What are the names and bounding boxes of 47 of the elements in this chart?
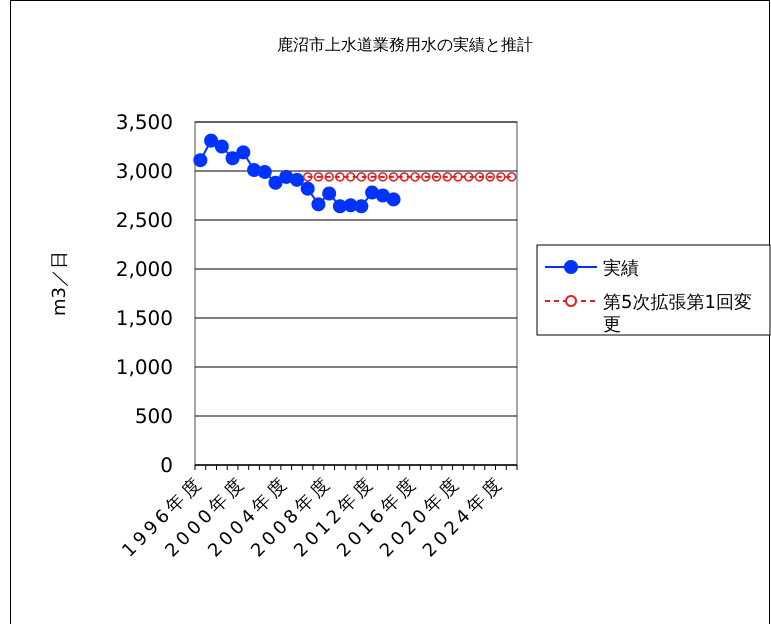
point [214,140,229,154]
point [485,172,495,182]
point [236,145,250,160]
point [314,172,324,182]
y-axis-title: m3／日 [49,251,70,316]
point [506,172,516,182]
point [335,172,345,182]
point [354,199,368,214]
point [400,172,410,182]
point [378,172,388,182]
legend-label: 実績 [603,258,639,279]
y-tick-label: 3,500 [116,110,173,134]
y-tick-label: 500 [134,404,173,428]
legend-label: 第5次拡張第1回変更 [603,292,752,335]
point [290,172,304,187]
point [442,172,452,182]
y-tick-label: 0 [160,453,173,477]
point [496,172,506,182]
y-tick-label: 2,000 [116,257,173,281]
point [204,134,218,148]
point [322,186,336,201]
point [388,172,398,182]
point [386,192,401,206]
point [268,176,282,190]
point [346,172,356,182]
point [356,172,366,182]
point [258,164,272,179]
point [324,172,334,182]
point [432,172,442,182]
point [193,153,208,168]
point [365,186,380,200]
y-tick-label: 2,500 [116,208,173,232]
point [464,172,474,182]
chart-title: 鹿沼市上水道業務用水の実績と推計 [277,35,533,54]
y-tick-label: 1,500 [116,306,173,330]
point [410,172,420,182]
point [453,172,463,182]
point [367,172,377,182]
point [376,188,390,202]
point [474,172,484,182]
point [226,151,240,166]
point [300,182,315,196]
point [302,172,312,182]
point [421,172,431,182]
point [311,197,326,212]
y-tick-label: 3,000 [116,159,173,183]
y-tick-label: 1,000 [116,355,173,379]
